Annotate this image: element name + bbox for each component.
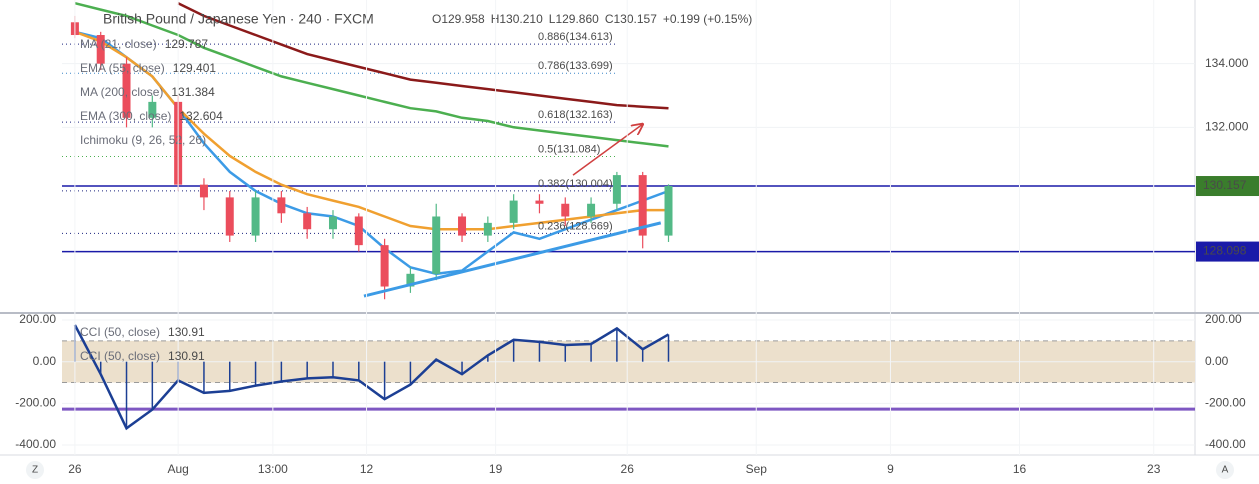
x-tick-label: 26 bbox=[621, 462, 635, 476]
ohlc-readout: O129.958 bbox=[432, 12, 485, 26]
candle-body bbox=[535, 200, 544, 204]
candle-body bbox=[664, 186, 673, 236]
x-tick-label: 13:00 bbox=[258, 462, 288, 476]
moving-average bbox=[177, 2, 669, 110]
x-tick-label: 23 bbox=[1147, 462, 1161, 476]
x-tick-label: 12 bbox=[360, 462, 374, 476]
legend-value: 129.787 bbox=[165, 37, 209, 51]
candle-body bbox=[483, 222, 492, 236]
chart-title: British Pound / Japanese Yen · 240 · FXC… bbox=[103, 11, 374, 27]
legend-value: 130.91 bbox=[168, 325, 205, 339]
candle-body bbox=[199, 184, 208, 198]
fib-label: 0.618(132.163) bbox=[538, 109, 613, 121]
candle-body bbox=[96, 35, 105, 64]
legend-name: Ichimoku (9, 26, 52, 26) bbox=[80, 133, 206, 147]
moving-average bbox=[74, 1, 669, 148]
fib-label: 0.5(131.084) bbox=[538, 143, 600, 155]
legend-value: 131.384 bbox=[171, 85, 215, 99]
legend-value: 130.91 bbox=[168, 349, 205, 363]
price-label-bg bbox=[1196, 241, 1259, 262]
candle-body bbox=[225, 197, 234, 236]
candle-body bbox=[612, 175, 621, 204]
price-label-bg bbox=[1196, 176, 1259, 197]
x-tick-label: 16 bbox=[1013, 462, 1027, 476]
candle-body bbox=[380, 245, 389, 287]
candle-body bbox=[251, 197, 260, 236]
fib-label: 0.886(134.613) bbox=[538, 31, 613, 43]
candle-body bbox=[432, 216, 441, 274]
auto-button-label[interactable]: A bbox=[1222, 465, 1229, 476]
trendline bbox=[363, 221, 662, 298]
legend-name: EMA (300, close) bbox=[80, 109, 171, 123]
x-tick-label: 9 bbox=[887, 462, 894, 476]
price-label: 128.098 bbox=[1203, 244, 1247, 258]
ohlc-readout: H130.210 bbox=[491, 12, 543, 26]
x-tick-label: 19 bbox=[489, 462, 503, 476]
ohlc-readout: C130.157 bbox=[605, 12, 657, 26]
legend-name: MA (21, close) bbox=[80, 37, 157, 51]
x-tick-label: Aug bbox=[167, 462, 188, 476]
y-tick-label: -400.00 bbox=[1205, 437, 1246, 451]
x-tick-label: Sep bbox=[746, 462, 768, 476]
ohlc-readout: L129.860 bbox=[549, 12, 599, 26]
fib-label: 0.382(130.004) bbox=[538, 178, 613, 190]
candle-body bbox=[406, 273, 415, 287]
moving-average bbox=[74, 30, 669, 231]
legend-value: 132.604 bbox=[179, 109, 223, 123]
x-tick-label: 26 bbox=[68, 462, 82, 476]
candle-body bbox=[561, 203, 570, 217]
y-tick-label: 134.000 bbox=[1205, 56, 1249, 70]
zoom-button-label[interactable]: Z bbox=[32, 465, 38, 476]
y-tick-label-left: 200.00 bbox=[19, 312, 56, 326]
candle-body bbox=[303, 213, 312, 230]
candle-body bbox=[638, 175, 647, 236]
y-tick-label: 200.00 bbox=[1205, 312, 1242, 326]
legend-name: MA (200, close) bbox=[80, 85, 163, 99]
legend-name: CCI (50, close) bbox=[80, 325, 160, 339]
legend-value: 129.401 bbox=[173, 61, 217, 75]
legend-name: CCI (50, close) bbox=[80, 349, 160, 363]
y-tick-label-left: -400.00 bbox=[15, 437, 56, 451]
fib-label: 0.236(128.669) bbox=[538, 220, 613, 232]
price-label: 130.157 bbox=[1203, 178, 1247, 192]
fib-label: 0.786(133.699) bbox=[538, 60, 613, 72]
auto-button[interactable] bbox=[1216, 461, 1234, 479]
candle-body bbox=[277, 197, 286, 214]
zoom-button[interactable] bbox=[26, 461, 44, 479]
y-tick-label-left: -200.00 bbox=[15, 396, 56, 410]
y-tick-label: 132.000 bbox=[1205, 120, 1249, 134]
trendline bbox=[572, 124, 643, 176]
candle-body bbox=[148, 101, 157, 118]
y-tick-label-left: 0.00 bbox=[33, 354, 57, 368]
y-tick-label: -200.00 bbox=[1205, 396, 1246, 410]
plot bbox=[62, 1, 1195, 300]
candle-body bbox=[354, 216, 363, 246]
cci-line bbox=[73, 324, 670, 431]
y-tick-label: 0.00 bbox=[1205, 354, 1229, 368]
ohlc-readout: +0.199 (+0.15%) bbox=[663, 12, 752, 26]
candle-body bbox=[122, 63, 131, 118]
candle-body bbox=[509, 200, 518, 223]
plot bbox=[62, 319, 1195, 446]
candle-body bbox=[587, 203, 596, 217]
legend-name: EMA (55, close) bbox=[80, 61, 165, 75]
candle-body bbox=[458, 216, 467, 236]
candle-body bbox=[328, 216, 337, 230]
